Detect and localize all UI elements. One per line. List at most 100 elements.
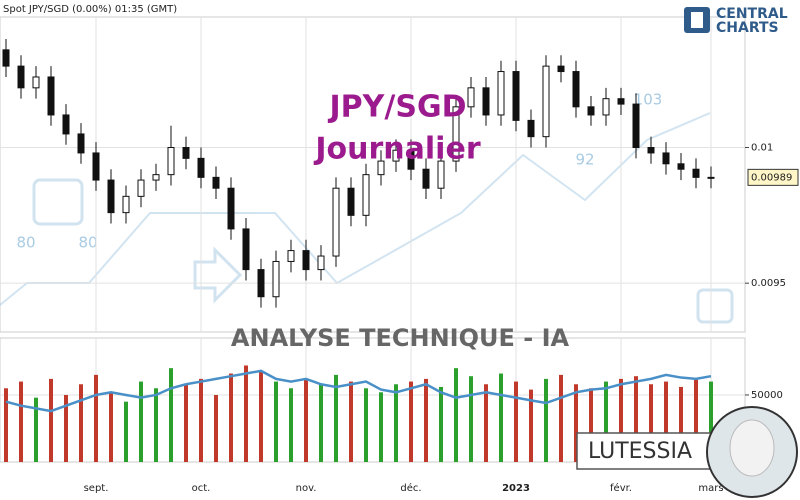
volume-bar — [154, 388, 158, 462]
candle-body — [32, 76, 40, 89]
candle-body — [362, 174, 370, 216]
decor-label: 92 — [575, 151, 594, 169]
badge: LUTESSIA — [576, 406, 798, 498]
candle-body — [227, 187, 235, 230]
candle-body — [452, 106, 460, 162]
volume-bar — [199, 378, 203, 462]
candle-body — [497, 71, 505, 116]
logo-text: CHARTS — [716, 20, 779, 36]
candle-body — [47, 76, 55, 116]
candle-body — [107, 179, 115, 214]
candle-body — [392, 149, 400, 162]
volume-bar — [469, 376, 473, 462]
x-tick-label: févr. — [610, 482, 632, 494]
candle-body — [422, 168, 430, 189]
candle-body — [467, 87, 475, 108]
y-tick-label: 50000 — [751, 390, 783, 401]
candle-body — [482, 87, 490, 116]
decor-label: 103 — [634, 91, 663, 109]
volume-bar — [79, 384, 83, 462]
candle-body — [197, 157, 205, 178]
volume-bar — [19, 381, 23, 462]
volume-bar — [184, 384, 188, 462]
candle-body — [692, 168, 700, 178]
volume-bar — [604, 381, 608, 462]
volume-bar — [214, 394, 218, 462]
y-tick-label: 0.01 — [751, 143, 773, 154]
volume-bar — [574, 384, 578, 462]
decor-label: 80 — [78, 234, 97, 252]
candle-body — [347, 187, 355, 216]
x-tick-label: mars — [698, 483, 723, 494]
x-tick-label: 2023 — [502, 483, 530, 494]
volume-bar — [589, 388, 593, 462]
candle-body — [152, 174, 160, 181]
volume-bar — [274, 381, 278, 462]
candle-body — [242, 228, 250, 271]
candle-body — [77, 133, 85, 154]
x-tick-label: oct. — [192, 483, 211, 494]
candle-body — [542, 65, 550, 138]
volume-bar — [484, 384, 488, 462]
candle-body — [17, 65, 25, 89]
volume-bar — [304, 378, 308, 462]
volume-bar — [529, 389, 533, 462]
volume-bar — [664, 381, 668, 462]
watermark: Journalier — [313, 132, 480, 167]
candle-body — [2, 49, 10, 67]
candle-body — [617, 98, 625, 105]
candle-body — [167, 147, 175, 176]
candle-body — [287, 250, 295, 262]
candle-body — [377, 160, 385, 176]
candle-body — [257, 269, 265, 298]
candle-body — [272, 260, 280, 298]
x-tick-label: déc. — [400, 482, 421, 494]
candle-body — [707, 176, 715, 179]
volume-bar — [139, 381, 143, 462]
volume-bar — [679, 386, 683, 462]
candle-body — [302, 250, 310, 271]
price-panel — [0, 16, 746, 333]
candle-body — [137, 179, 145, 197]
logo-text: CENTRAL — [716, 6, 788, 22]
volume-bar — [34, 397, 38, 462]
candle-body — [572, 71, 580, 108]
candle-body — [437, 160, 445, 189]
x-tick-label: nov. — [296, 483, 317, 494]
volume-panel — [0, 337, 746, 463]
volume-bar — [49, 378, 53, 462]
subtitle: ANALYSE TECHNIQUE - IA — [231, 324, 570, 352]
volume-bar — [709, 381, 713, 462]
volume-bar — [649, 384, 653, 462]
volume-bar — [619, 378, 623, 462]
volume-bar — [244, 365, 248, 462]
volume-bar — [349, 381, 353, 462]
volume-bar — [289, 388, 293, 462]
candle-body — [602, 98, 610, 116]
volume-bar — [379, 392, 383, 462]
y-tick-label: 0.0095 — [751, 278, 786, 289]
volume-bar — [259, 370, 263, 462]
volume-bar — [544, 378, 548, 462]
candle-body — [212, 176, 220, 189]
candle-body — [587, 106, 595, 116]
candle-body — [557, 65, 565, 73]
candle-body — [182, 147, 190, 159]
volume-bar — [364, 388, 368, 462]
candle-body — [677, 163, 685, 170]
volume-bar — [124, 401, 128, 462]
volume-bar — [64, 394, 68, 462]
logo: CENTRAL CHARTS — [684, 6, 788, 36]
candle-body — [662, 152, 670, 165]
volume-bar — [409, 381, 413, 462]
volume-bar — [514, 381, 518, 462]
badge-text: LUTESSIA — [588, 439, 692, 464]
volume-bar — [394, 384, 398, 462]
volume-bar — [634, 376, 638, 462]
candle-body — [527, 119, 535, 138]
candle-body — [92, 152, 100, 181]
volume-bar — [334, 374, 338, 462]
volume-bar — [694, 378, 698, 462]
decor-label: 80 — [16, 234, 35, 252]
